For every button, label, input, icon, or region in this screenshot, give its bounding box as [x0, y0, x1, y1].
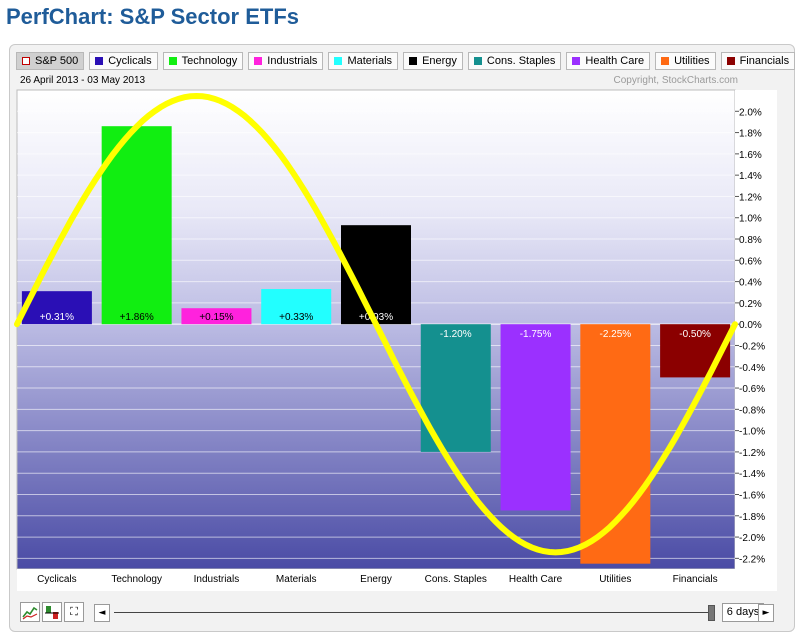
legend-item-cons-staples[interactable]: Cons. Staples	[467, 52, 562, 70]
bar-materials	[261, 289, 332, 325]
bar-value-label: -2.25%	[599, 329, 631, 340]
x-tick-label: Industrials	[194, 574, 240, 585]
y-tick-label: 0.0%	[739, 320, 762, 331]
legend-label: Financials	[739, 55, 790, 67]
copyright-text: Copyright, StockCharts.com	[613, 75, 739, 86]
y-tick-label: 2.0%	[739, 107, 762, 118]
legend-item-technology[interactable]: Technology	[162, 52, 244, 70]
legend-swatch	[572, 57, 581, 65]
y-tick-label: -2.0%	[739, 533, 765, 544]
x-tick-label: Cons. Staples	[425, 574, 487, 585]
bar-technology	[101, 126, 172, 325]
x-axis-panel	[17, 569, 777, 591]
bar-industrials	[181, 308, 252, 325]
y-tick-label: -1.2%	[739, 448, 765, 459]
y-tick-label: 1.6%	[739, 150, 762, 161]
legend-swatch	[254, 57, 263, 65]
x-tick-label: Technology	[111, 574, 162, 585]
legend-swatch	[726, 57, 735, 65]
y-tick-label: -0.4%	[739, 363, 765, 374]
line-chart-icon[interactable]	[20, 602, 40, 622]
x-tick-label: Energy	[360, 574, 392, 585]
legend-item-industrials[interactable]: Industrials	[248, 52, 324, 70]
legend-swatch	[95, 57, 104, 65]
x-tick-label: Utilities	[599, 574, 631, 585]
x-tick-label: Health Care	[509, 574, 563, 585]
y-tick-label: 0.6%	[739, 256, 762, 267]
legend-item-energy[interactable]: Energy	[403, 52, 463, 70]
y-tick-label: 1.8%	[739, 129, 762, 140]
bar-value-label: +0.31%	[40, 312, 74, 323]
y-tick-label: 0.2%	[739, 299, 762, 310]
period-selector[interactable]: 6 days	[722, 603, 764, 622]
page-title: PerfChart: S&P Sector ETFs	[6, 4, 300, 29]
date-range: 26 April 2013 - 03 May 2013	[20, 75, 146, 86]
legend-label: Cons. Staples	[486, 55, 556, 67]
sine-wave-annotation	[14, 92, 738, 556]
y-tick-label: -1.0%	[739, 427, 765, 438]
y-tick-label: -0.8%	[739, 405, 765, 416]
legend-swatch	[409, 57, 418, 65]
legend-label: S&P 500	[35, 55, 79, 67]
y-tick-label: 0.8%	[739, 235, 762, 246]
legend-item-materials[interactable]: Materials	[328, 52, 399, 70]
legend-item-utilities[interactable]: Utilities	[655, 52, 716, 70]
y-tick-label: 1.2%	[739, 192, 762, 203]
legend: S&P 500 Cyclicals Technology Industrials Mat…	[16, 52, 796, 70]
x-tick-label: Financials	[673, 574, 718, 585]
period-slider-track[interactable]	[114, 612, 710, 613]
bar-value-label: +0.15%	[199, 312, 233, 323]
legend-label: Materials	[347, 55, 393, 67]
y-tick-label: -1.6%	[739, 490, 765, 501]
legend-swatch	[22, 57, 30, 65]
legend-label: Cyclicals	[108, 55, 152, 67]
bar-utilities	[580, 324, 651, 564]
period-slider-handle[interactable]	[708, 605, 715, 621]
y-tick-label: -0.2%	[739, 341, 765, 352]
legend-swatch	[661, 57, 670, 65]
y-tick-label: -0.6%	[739, 384, 765, 395]
bar-health-care	[500, 324, 571, 511]
legend-item-financials[interactable]: Financials	[720, 52, 796, 70]
y-tick-label: -1.4%	[739, 469, 765, 480]
bottom-toolbar: ⛶ ◄ 6 days ►	[16, 602, 778, 624]
legend-label: Energy	[422, 55, 457, 67]
y-tick-label: 1.4%	[739, 171, 762, 182]
x-tick-label: Materials	[276, 574, 317, 585]
legend-label: Industrials	[267, 55, 318, 67]
legend-label: Technology	[181, 55, 238, 67]
bar-chart-icon[interactable]	[42, 602, 62, 622]
y-tick-label: -1.8%	[739, 512, 765, 523]
legend-label: Health Care	[585, 55, 645, 67]
bar-value-label: -0.50%	[679, 329, 711, 340]
legend-swatch	[473, 57, 482, 65]
legend-item-s-p-500[interactable]: S&P 500	[16, 52, 85, 70]
y-tick-label: 1.0%	[739, 214, 762, 225]
expand-icon[interactable]: ⛶	[64, 602, 84, 622]
slider-next-button[interactable]: ►	[758, 604, 774, 622]
legend-swatch	[168, 57, 177, 65]
bar-value-label: +1.86%	[120, 312, 154, 323]
bar-value-label: -1.75%	[520, 329, 552, 340]
x-tick-label: Cyclicals	[37, 574, 76, 585]
legend-swatch	[334, 57, 343, 65]
slider-prev-button[interactable]: ◄	[94, 604, 110, 622]
bar-value-label: -1.20%	[440, 329, 472, 340]
legend-item-health-care[interactable]: Health Care	[566, 52, 651, 70]
y-tick-label: -2.2%	[739, 554, 765, 565]
legend-item-cyclicals[interactable]: Cyclicals	[89, 52, 158, 70]
legend-label: Utilities	[674, 55, 710, 67]
y-tick-label: 0.4%	[739, 278, 762, 289]
bar-value-label: +0.33%	[279, 312, 313, 323]
y-axis-panel	[735, 90, 777, 569]
